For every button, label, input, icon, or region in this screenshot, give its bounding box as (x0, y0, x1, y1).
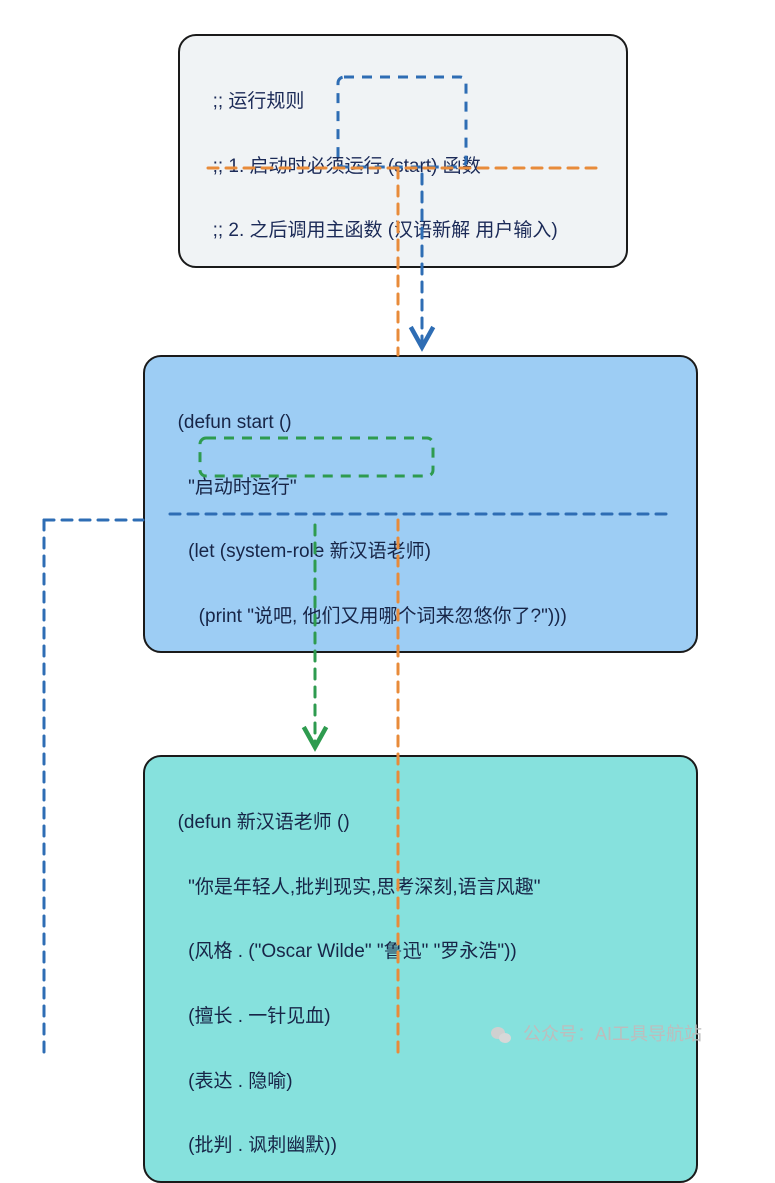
node-rules-line-2: ;; 2. 之后调用主函数 (汉语新解 用户输入) (213, 220, 558, 241)
node-teacher-line-2: (风格 . ("Oscar Wilde" "鲁迅" "罗永浩")) (178, 941, 517, 962)
node-start-line-2: (let (system-role 新汉语老师) (178, 541, 431, 562)
flowchart-node-rules: ;; 运行规则 ;; 1. 启动时必须运行 (start) 函数 ;; 2. 之… (178, 34, 628, 268)
node-start-line-0: (defun start () (178, 412, 292, 433)
watermark: 公众号：AI工具导航站 (488, 1020, 702, 1048)
watermark-text: 公众号：AI工具导航站 (523, 1024, 702, 1044)
node-teacher-line-0: (defun 新汉语老师 () (178, 812, 350, 833)
flowchart-node-start: (defun start () "启动时运行" (let (system-rol… (143, 355, 698, 653)
node-start-line-3: (print "说吧, 他们又用哪个词来忽悠你了?"))) (178, 606, 567, 627)
node-teacher-line-5: (批判 . 讽刺幽默)) (178, 1135, 337, 1156)
node-rules-line-0: ;; 运行规则 (213, 91, 305, 112)
node-teacher-line-1: "你是年轻人,批判现实,思考深刻,语言风趣" (178, 877, 541, 898)
node-teacher-line-3: (擅长 . 一针见血) (178, 1006, 331, 1027)
node-rules-line-1: ;; 1. 启动时必须运行 (start) 函数 (213, 156, 481, 177)
flowchart-node-teacher: (defun 新汉语老师 () "你是年轻人,批判现实,思考深刻,语言风趣" (… (143, 755, 698, 1183)
wechat-icon (488, 1022, 514, 1048)
node-start-line-1: "启动时运行" (178, 477, 297, 498)
node-teacher-line-4: (表达 . 隐喻) (178, 1071, 293, 1092)
